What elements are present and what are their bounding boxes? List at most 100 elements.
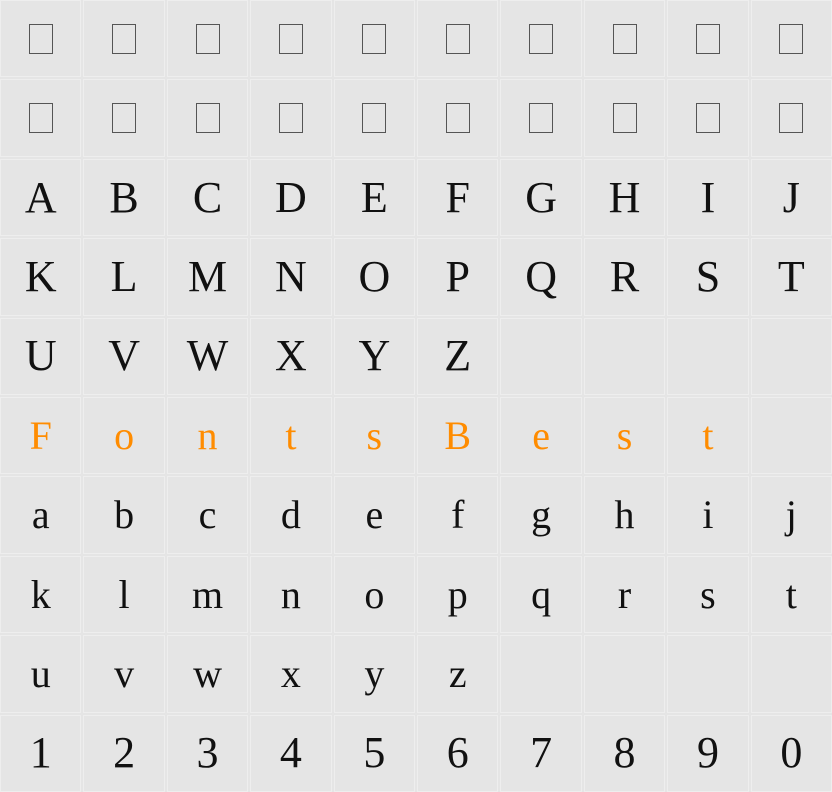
glyph-cell[interactable] [751, 79, 832, 156]
glyph-cell[interactable]: v [83, 635, 164, 712]
glyph-cell[interactable] [667, 0, 748, 77]
glyph-cell[interactable]: K [0, 238, 81, 315]
glyph-cell[interactable]: s [584, 397, 665, 474]
glyph-cell[interactable]: 1 [0, 715, 81, 792]
glyph-cell[interactable] [667, 635, 748, 712]
glyph-cell[interactable]: L [83, 238, 164, 315]
glyph-cell[interactable]: t [751, 556, 832, 633]
glyph-cell[interactable]: 5 [334, 715, 415, 792]
glyph-cell[interactable]: z [417, 635, 498, 712]
glyph-cell[interactable]: t [250, 397, 331, 474]
glyph-cell[interactable]: l [83, 556, 164, 633]
glyph-cell[interactable]: C [167, 159, 248, 236]
glyph-cell[interactable]: T [751, 238, 832, 315]
glyph-cell[interactable]: M [167, 238, 248, 315]
glyph-cell[interactable] [0, 0, 81, 77]
glyph-cell[interactable]: h [584, 476, 665, 553]
glyph-cell[interactable] [667, 79, 748, 156]
glyph-cell[interactable]: H [584, 159, 665, 236]
glyph-cell[interactable] [751, 0, 832, 77]
glyph-cell[interactable]: r [584, 556, 665, 633]
glyph-cell[interactable]: D [250, 159, 331, 236]
glyph-cell[interactable]: B [417, 397, 498, 474]
glyph-cell[interactable]: F [417, 159, 498, 236]
glyph-cell[interactable]: p [417, 556, 498, 633]
glyph-cell[interactable]: B [83, 159, 164, 236]
glyph-cell[interactable]: y [334, 635, 415, 712]
glyph-cell[interactable] [500, 79, 581, 156]
glyph-cell[interactable] [751, 318, 832, 395]
glyph-cell[interactable]: 9 [667, 715, 748, 792]
glyph-cell[interactable] [83, 79, 164, 156]
glyph-cell[interactable] [751, 635, 832, 712]
glyph-cell[interactable]: 3 [167, 715, 248, 792]
glyph-cell[interactable]: b [83, 476, 164, 553]
glyph-cell[interactable]: n [250, 556, 331, 633]
glyph-cell[interactable]: S [667, 238, 748, 315]
glyph-cell[interactable]: e [334, 476, 415, 553]
glyph-cell[interactable] [167, 0, 248, 77]
glyph-cell[interactable] [167, 79, 248, 156]
glyph-cell[interactable]: U [0, 318, 81, 395]
glyph-cell[interactable] [500, 0, 581, 77]
glyph-cell[interactable]: 8 [584, 715, 665, 792]
glyph-cell[interactable]: E [334, 159, 415, 236]
glyph-cell[interactable]: 6 [417, 715, 498, 792]
glyph-cell[interactable]: g [500, 476, 581, 553]
glyph-cell[interactable]: V [83, 318, 164, 395]
glyph-cell[interactable]: N [250, 238, 331, 315]
glyph-cell[interactable] [417, 79, 498, 156]
glyph-cell[interactable] [584, 635, 665, 712]
glyph-cell[interactable]: e [500, 397, 581, 474]
glyph-cell[interactable]: d [250, 476, 331, 553]
glyph-cell[interactable] [250, 0, 331, 77]
glyph-cell[interactable]: f [417, 476, 498, 553]
glyph-cell[interactable] [584, 79, 665, 156]
glyph-cell[interactable]: j [751, 476, 832, 553]
glyph-cell[interactable] [83, 0, 164, 77]
glyph-cell[interactable]: 4 [250, 715, 331, 792]
glyph-cell[interactable] [500, 635, 581, 712]
glyph-cell[interactable]: s [667, 556, 748, 633]
glyph-cell[interactable]: x [250, 635, 331, 712]
glyph-cell[interactable] [751, 397, 832, 474]
glyph-cell[interactable]: Y [334, 318, 415, 395]
glyph-cell[interactable] [584, 318, 665, 395]
glyph-cell[interactable]: P [417, 238, 498, 315]
glyph-cell[interactable]: O [334, 238, 415, 315]
glyph-cell[interactable] [250, 79, 331, 156]
glyph-cell[interactable]: X [250, 318, 331, 395]
glyph-cell[interactable]: F [0, 397, 81, 474]
glyph-cell[interactable]: o [334, 556, 415, 633]
glyph-cell[interactable]: Q [500, 238, 581, 315]
glyph-cell[interactable]: c [167, 476, 248, 553]
glyph-cell[interactable]: u [0, 635, 81, 712]
glyph-cell[interactable]: o [83, 397, 164, 474]
glyph-cell[interactable]: w [167, 635, 248, 712]
glyph-cell[interactable]: I [667, 159, 748, 236]
glyph-cell[interactable] [584, 0, 665, 77]
glyph-cell[interactable]: n [167, 397, 248, 474]
glyph-cell[interactable] [667, 318, 748, 395]
glyph-cell[interactable]: G [500, 159, 581, 236]
glyph-cell[interactable]: a [0, 476, 81, 553]
glyph-cell[interactable]: 2 [83, 715, 164, 792]
glyph-cell[interactable]: 7 [500, 715, 581, 792]
glyph-cell[interactable]: q [500, 556, 581, 633]
glyph-cell[interactable]: t [667, 397, 748, 474]
glyph-cell[interactable]: s [334, 397, 415, 474]
glyph-cell[interactable]: k [0, 556, 81, 633]
glyph-cell[interactable]: W [167, 318, 248, 395]
glyph-cell[interactable] [0, 79, 81, 156]
glyph-cell[interactable] [334, 79, 415, 156]
glyph-cell[interactable]: m [167, 556, 248, 633]
glyph-cell[interactable]: Z [417, 318, 498, 395]
glyph-cell[interactable] [500, 318, 581, 395]
glyph-cell[interactable]: J [751, 159, 832, 236]
glyph-cell[interactable]: R [584, 238, 665, 315]
glyph-cell[interactable]: A [0, 159, 81, 236]
glyph-cell[interactable]: i [667, 476, 748, 553]
glyph-cell[interactable] [417, 0, 498, 77]
glyph-cell[interactable]: 0 [751, 715, 832, 792]
glyph-cell[interactable] [334, 0, 415, 77]
